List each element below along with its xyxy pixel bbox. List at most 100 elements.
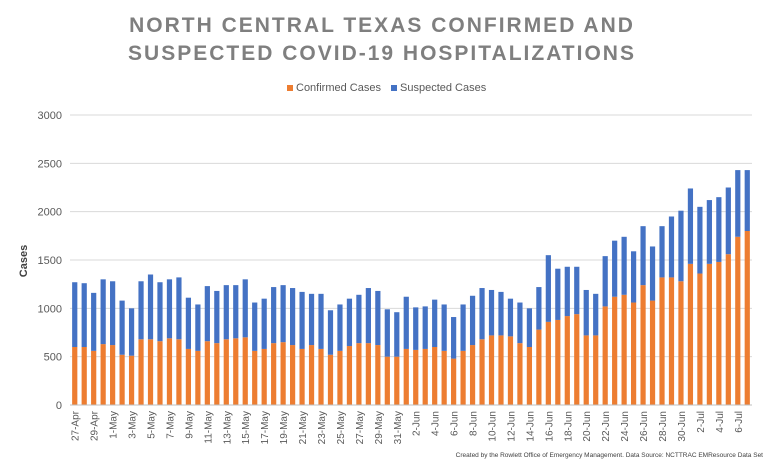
bar-suspected	[744, 170, 750, 231]
bar-suspected	[469, 295, 476, 346]
bar-suspected	[716, 197, 722, 262]
legend-swatch	[391, 85, 397, 91]
bar-confirmed	[356, 343, 362, 405]
bar-confirmed	[375, 345, 381, 405]
x-tick-label: 24-Jun	[620, 411, 631, 442]
bar-suspected	[138, 281, 144, 340]
x-tick-label: 7-May	[165, 411, 176, 439]
x-tick-label: 26-Jun	[639, 411, 650, 442]
x-tick-label: 12-Jun	[506, 411, 517, 442]
x-tick-label: 11-May	[203, 411, 214, 444]
y-tick-label: 1000	[38, 303, 62, 315]
y-tick-label: 500	[44, 352, 62, 364]
bar-suspected	[583, 289, 589, 336]
bar-confirmed	[91, 350, 97, 405]
bar-confirmed	[564, 316, 570, 405]
bar-suspected	[271, 287, 277, 344]
x-tick-label: 28-Jun	[658, 411, 669, 442]
bar-confirmed	[128, 355, 135, 405]
x-tick-label: 16-Jun	[544, 411, 555, 442]
bar-suspected	[280, 285, 286, 343]
bar-confirmed	[252, 350, 258, 405]
bar-confirmed	[469, 345, 476, 405]
bar-confirmed	[185, 348, 192, 405]
bar-confirmed	[555, 319, 561, 405]
bar-suspected	[394, 312, 400, 357]
x-tick-label: 15-May	[241, 411, 252, 444]
y-axis: 0 500 1000 1500 2000 2500 3000	[38, 110, 62, 412]
bar-suspected	[289, 288, 296, 346]
bar-confirmed	[602, 306, 608, 405]
bar-suspected	[100, 279, 106, 345]
bar-suspected	[166, 279, 173, 339]
bar-confirmed	[337, 350, 343, 405]
bar-suspected	[365, 288, 371, 344]
x-tick-label: 25-May	[336, 411, 347, 444]
x-tick-label: 4-Jul	[715, 411, 726, 433]
bar-confirmed	[403, 348, 409, 405]
bar-suspected	[460, 304, 466, 351]
bar-suspected	[640, 226, 646, 286]
bar-confirmed	[100, 344, 106, 405]
y-tick-label: 1500	[38, 255, 62, 267]
bar-confirmed	[507, 336, 514, 405]
bar-confirmed	[394, 356, 400, 405]
chart-title: NORTH CENTRAL TEXAS CONFIRMED AND SUSPEC…	[128, 14, 635, 65]
bar-confirmed	[271, 343, 277, 405]
bar-suspected	[308, 293, 315, 346]
bar-suspected	[299, 291, 305, 349]
bar-suspected	[185, 297, 192, 349]
x-tick-label: 23-May	[317, 411, 328, 444]
bar-confirmed	[413, 349, 419, 405]
bar-confirmed	[697, 273, 703, 405]
y-axis-title: Cases	[18, 245, 30, 277]
bar-confirmed	[308, 345, 315, 405]
bar-suspected	[602, 256, 608, 307]
bar-confirmed	[147, 339, 154, 405]
bar-confirmed	[72, 347, 78, 405]
bar-confirmed	[460, 350, 466, 405]
x-tick-label: 27-May	[355, 411, 366, 444]
x-tick-label: 2-Jul	[696, 411, 707, 433]
bar-suspected	[119, 300, 125, 355]
bar-confirmed	[157, 341, 163, 405]
bar-suspected	[72, 282, 78, 347]
legend-label: Suspected Cases	[400, 82, 487, 94]
x-tick-label: 31-May	[393, 411, 404, 444]
bar-confirmed	[223, 339, 229, 405]
x-tick-label: 13-May	[222, 411, 233, 444]
bar-confirmed	[744, 231, 750, 405]
bar-suspected	[147, 274, 154, 340]
x-tick-label: 29-May	[374, 411, 385, 444]
bar-suspected	[678, 210, 684, 282]
bar-suspected	[242, 279, 248, 338]
y-tick-label: 2000	[38, 207, 62, 219]
bar-confirmed	[233, 338, 239, 405]
bar-suspected	[195, 304, 201, 351]
bar-suspected	[451, 317, 457, 359]
y-tick-label: 2500	[38, 158, 62, 170]
bar-confirmed	[119, 354, 125, 405]
y-gridlines	[70, 114, 752, 358]
x-tick-label: 10-Jun	[488, 411, 499, 442]
x-tick-label: 14-Jun	[525, 411, 536, 442]
bar-confirmed	[640, 285, 646, 405]
bar-suspected	[204, 286, 210, 342]
bar-confirmed	[668, 277, 675, 405]
bar-confirmed	[242, 337, 248, 405]
x-tick-label: 5-May	[147, 411, 158, 439]
bar-confirmed	[166, 338, 173, 405]
chart-title-line-1: NORTH CENTRAL TEXAS CONFIRMED AND	[129, 14, 635, 37]
bar-suspected	[91, 292, 97, 351]
bar-confirmed	[593, 335, 599, 405]
bar-suspected	[697, 206, 703, 274]
x-tick-label: 27-Apr	[71, 410, 82, 441]
bar-suspected	[403, 296, 409, 349]
bar-suspected	[498, 291, 504, 336]
bar-confirmed	[649, 300, 656, 405]
bar-confirmed	[176, 339, 182, 405]
bar-suspected	[441, 304, 447, 351]
bar-suspected	[318, 293, 324, 349]
